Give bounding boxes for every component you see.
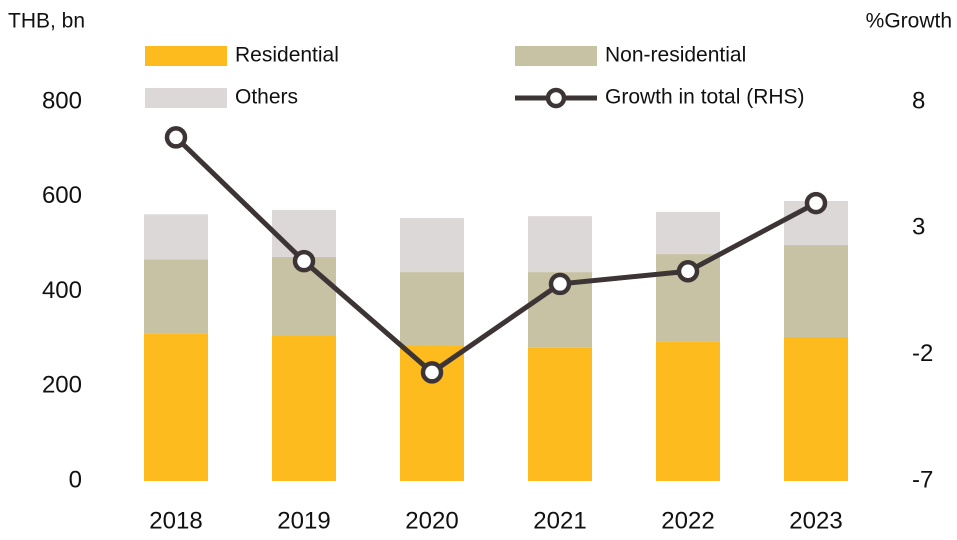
legend-swatch bbox=[515, 46, 597, 66]
y2-tick-label: -2 bbox=[912, 340, 933, 367]
bar-segment bbox=[400, 218, 464, 273]
legend-label: Non-residential bbox=[605, 44, 746, 67]
x-tick-label: 2022 bbox=[661, 507, 714, 534]
legend-swatch bbox=[145, 46, 227, 66]
y-axis-title: THB, bn bbox=[8, 10, 85, 33]
x-tick-label: 2019 bbox=[277, 507, 330, 534]
y2-tick-label: -7 bbox=[912, 466, 933, 493]
x-tick-label: 2021 bbox=[533, 507, 586, 534]
bar-segment bbox=[656, 211, 720, 255]
growth-marker bbox=[676, 260, 700, 283]
bar-segment bbox=[784, 245, 848, 337]
y-tick-label: 600 bbox=[42, 182, 82, 209]
legend-marker bbox=[545, 87, 567, 109]
bar-segment bbox=[144, 259, 208, 334]
bar-segment bbox=[400, 272, 464, 346]
y2-tick-label: 8 bbox=[912, 87, 925, 114]
growth-marker bbox=[292, 249, 316, 273]
legend-label: Others bbox=[235, 86, 298, 109]
legend-label: Residential bbox=[235, 44, 339, 67]
y-tick-label: 800 bbox=[42, 87, 82, 114]
bar-segment bbox=[528, 347, 592, 481]
y2-axis-title: %Growth bbox=[866, 10, 952, 33]
y-tick-label: 400 bbox=[42, 277, 82, 304]
bar-segment bbox=[528, 216, 592, 273]
bar-segment bbox=[784, 336, 848, 481]
x-tick-label: 2020 bbox=[405, 507, 458, 534]
growth-marker bbox=[548, 272, 572, 296]
legend-label: Growth in total (RHS) bbox=[605, 86, 805, 109]
growth-marker bbox=[804, 191, 828, 215]
bar-segment bbox=[144, 333, 208, 481]
growth-marker bbox=[164, 126, 188, 149]
y-tick-label: 200 bbox=[42, 372, 82, 399]
bar-segment bbox=[272, 210, 336, 257]
bar-segment bbox=[144, 214, 208, 260]
x-tick-label: 2018 bbox=[149, 507, 202, 534]
legend-swatch bbox=[145, 88, 227, 108]
growth-marker bbox=[420, 361, 444, 384]
y-tick-label: 0 bbox=[69, 466, 82, 493]
growth-line bbox=[174, 135, 818, 376]
x-tick-label: 2023 bbox=[789, 507, 842, 534]
bar-segment bbox=[656, 341, 720, 481]
y2-tick-label: 3 bbox=[912, 214, 925, 241]
bar-segment bbox=[272, 335, 336, 481]
